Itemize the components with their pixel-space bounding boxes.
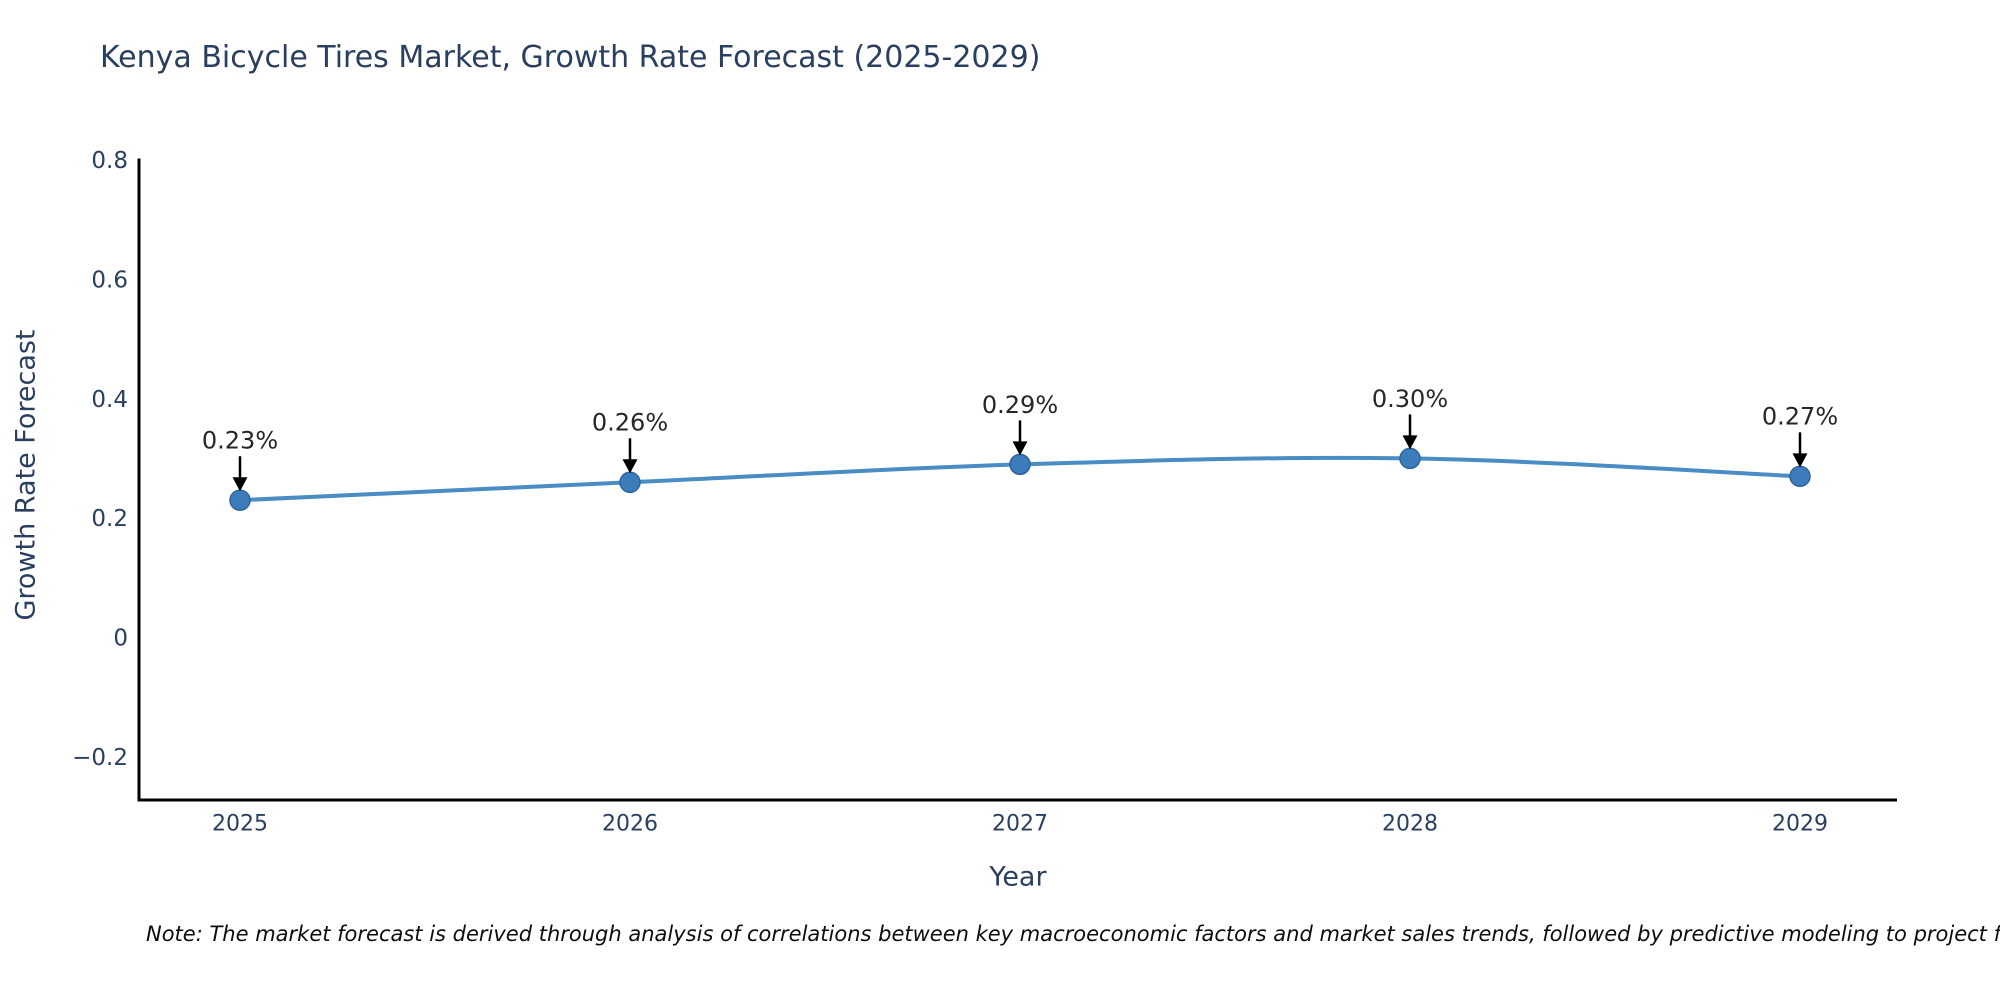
annotation-arrowhead bbox=[1012, 441, 1028, 456]
x-tick-label: 2026 bbox=[602, 812, 658, 837]
y-tick-label: 0.8 bbox=[91, 148, 128, 174]
x-tick-label: 2027 bbox=[992, 812, 1048, 837]
y-tick-label: 0 bbox=[113, 626, 128, 652]
annotation-arrowhead bbox=[1792, 453, 1808, 468]
footnote: Note: The market forecast is derived thr… bbox=[146, 922, 2000, 946]
data-point-marker bbox=[1789, 465, 1811, 488]
point-value-label: 0.29% bbox=[982, 391, 1058, 419]
point-value-label: 0.27% bbox=[1762, 403, 1838, 431]
point-value-label: 0.23% bbox=[202, 427, 278, 455]
point-value-label: 0.30% bbox=[1372, 385, 1448, 413]
data-point-marker bbox=[229, 489, 251, 511]
y-tick-label: −0.2 bbox=[72, 745, 128, 771]
x-axis-title: Year bbox=[989, 861, 1047, 893]
y-tick-label: 0.4 bbox=[91, 387, 128, 413]
data-point-marker bbox=[619, 471, 641, 494]
x-tick-label: 2025 bbox=[212, 812, 268, 837]
y-tick-label: 0.6 bbox=[91, 267, 128, 293]
annotation-arrowhead bbox=[622, 459, 638, 474]
data-point-marker bbox=[1399, 447, 1421, 470]
annotation-arrowhead bbox=[1402, 435, 1418, 450]
point-value-label: 0.26% bbox=[592, 409, 668, 437]
x-tick-label: 2028 bbox=[1382, 812, 1438, 837]
chart-title: Kenya Bicycle Tires Market, Growth Rate … bbox=[100, 40, 1041, 75]
data-point-marker bbox=[1009, 453, 1031, 476]
annotation-arrowhead bbox=[232, 477, 248, 492]
x-tick-label: 2029 bbox=[1772, 812, 1828, 837]
y-tick-label: 0.2 bbox=[91, 506, 128, 532]
